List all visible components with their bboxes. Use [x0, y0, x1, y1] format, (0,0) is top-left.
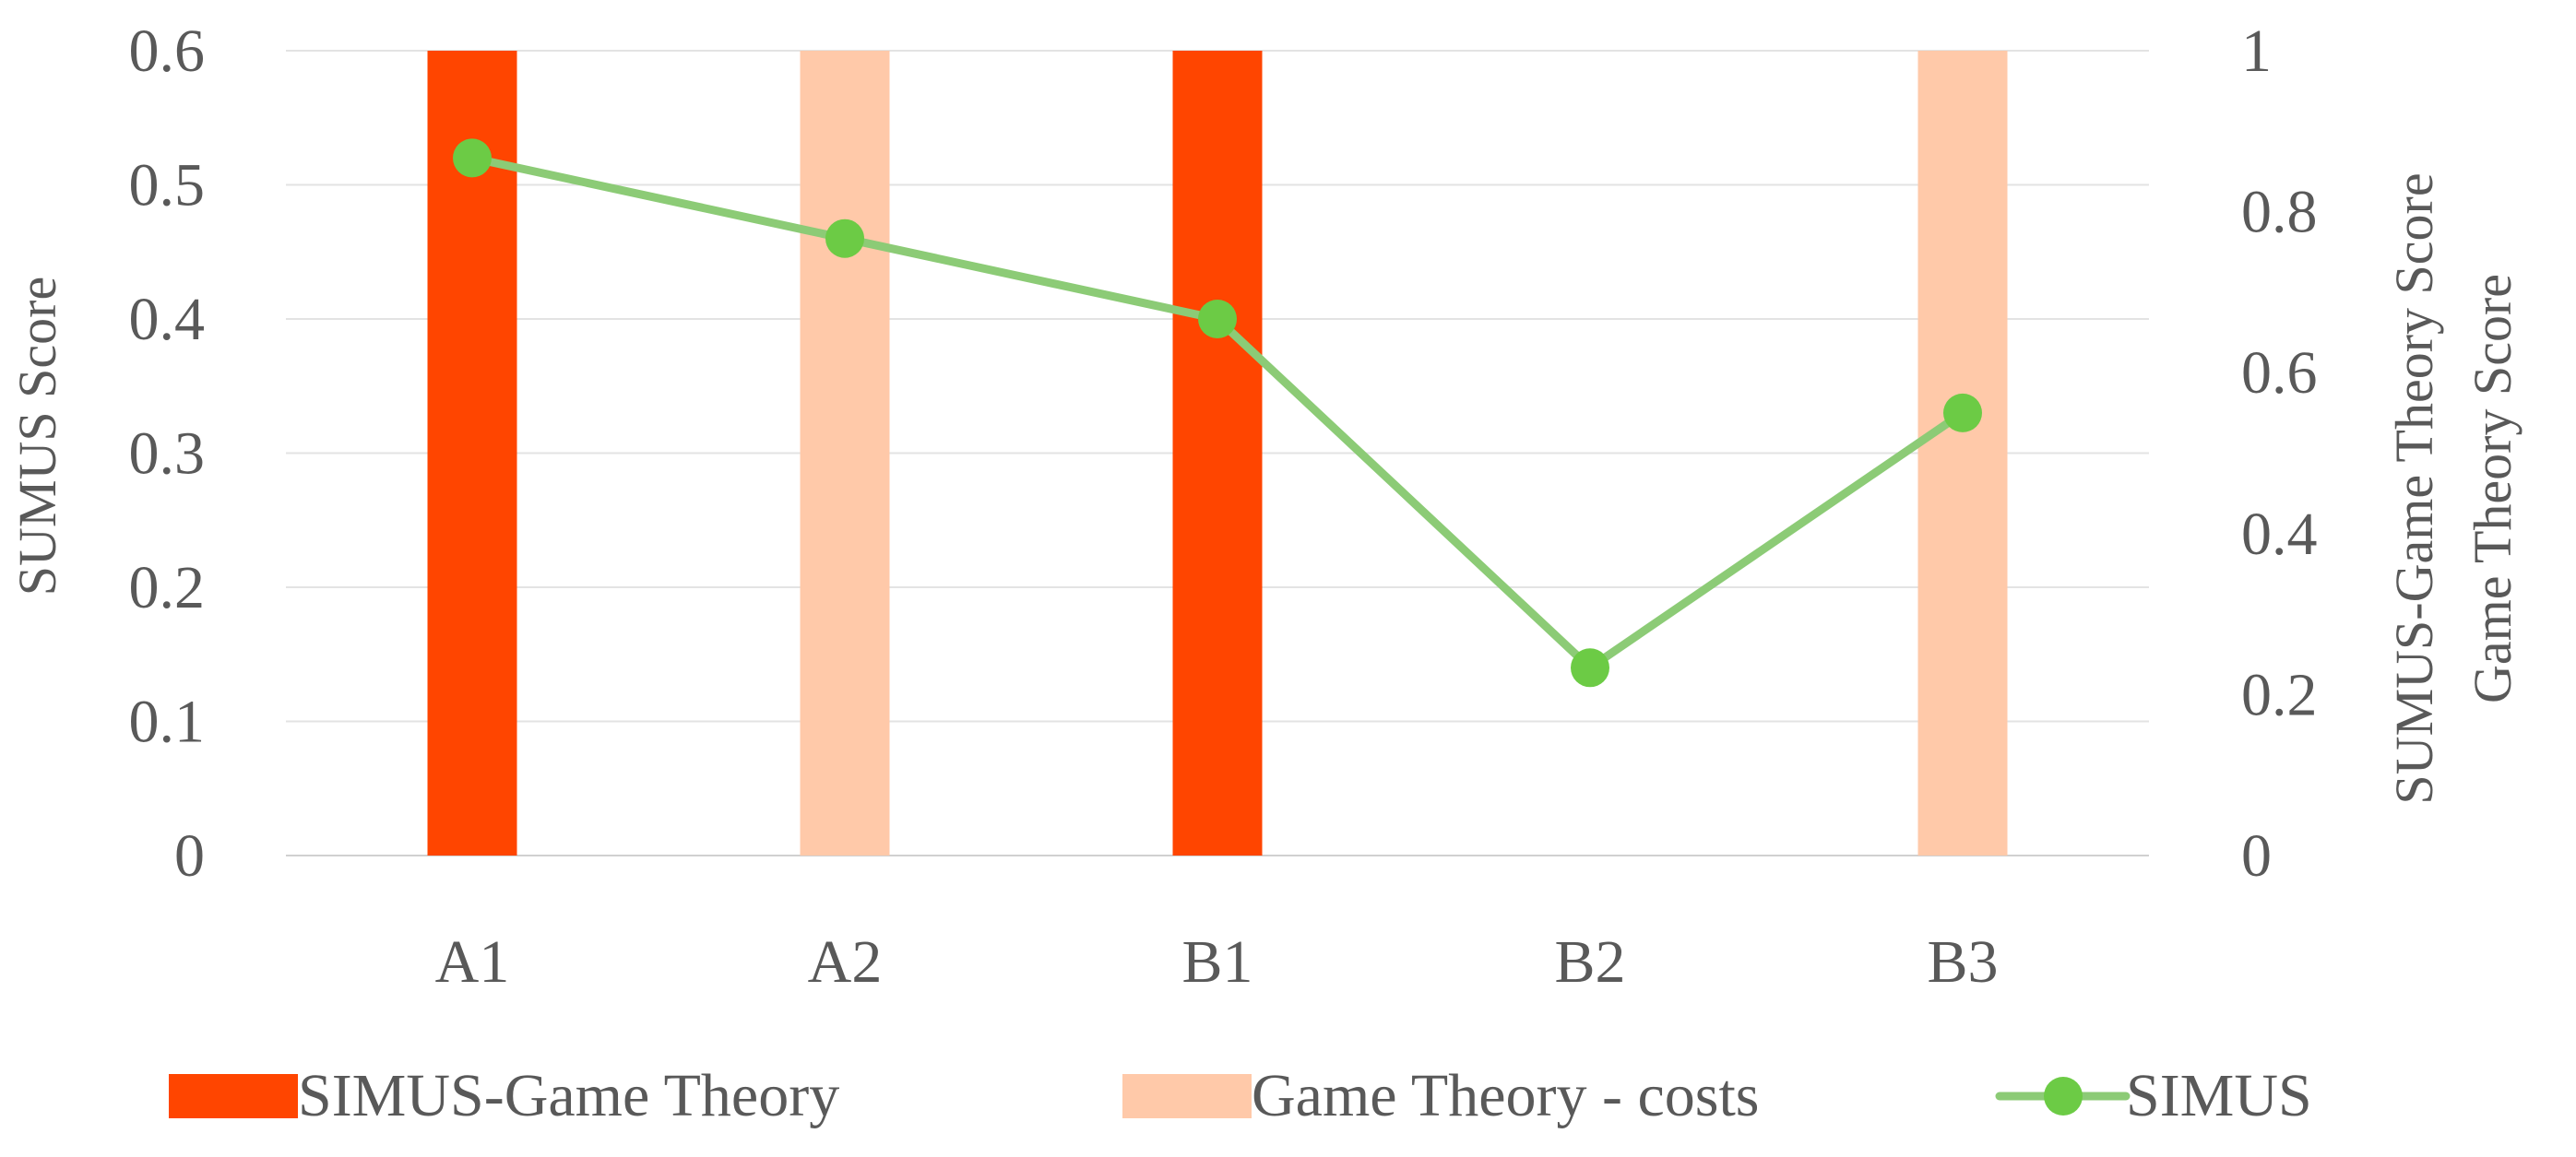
- simus-point-b1: [1198, 300, 1237, 338]
- x-tick-label: B2: [1554, 928, 1625, 996]
- y2-tick-label: 0.2: [2241, 661, 2318, 728]
- y-tick-label: 0: [174, 822, 205, 890]
- legend: SIMUS-Game Theory Game Theory - costs SI…: [169, 1062, 2312, 1129]
- right-axis-ticks: 0 0.2 0.4 0.6 0.8 1: [2241, 18, 2318, 890]
- right-axis-title-line2: Game Theory Score: [2463, 274, 2523, 703]
- legend-swatch-simus-game-theory: [169, 1074, 298, 1118]
- x-tick-label: B1: [1181, 928, 1252, 996]
- bar-a2: [800, 51, 890, 856]
- x-tick-label: A1: [435, 928, 510, 996]
- x-tick-label: B3: [1927, 928, 1998, 996]
- left-axis-ticks: 0 0.1 0.2 0.3 0.4 0.5 0.6: [129, 18, 206, 890]
- bar-b3: [1917, 51, 2008, 856]
- simus-point-a1: [453, 138, 492, 178]
- x-tick-label: A2: [808, 928, 883, 996]
- y-tick-label: 0.5: [129, 152, 206, 219]
- y2-tick-label: 0.4: [2241, 501, 2318, 568]
- legend-label-game-theory-costs: Game Theory - costs: [1252, 1062, 1759, 1129]
- bars: [427, 51, 2008, 856]
- simus-point-b3: [1943, 393, 1982, 432]
- y-tick-label: 0.2: [129, 554, 206, 621]
- y-tick-label: 0.6: [129, 18, 206, 85]
- legend-label-simus-game-theory: SIMUS-Game Theory: [298, 1062, 839, 1129]
- y-tick-label: 0.4: [129, 286, 206, 353]
- y-tick-label: 0.1: [129, 689, 206, 756]
- y2-tick-label: 0: [2241, 822, 2272, 890]
- x-axis-ticks: A1 A2 B1 B2 B3: [435, 928, 1999, 996]
- left-axis-title: SUMUS Score: [7, 277, 67, 596]
- y2-tick-label: 1: [2241, 18, 2272, 85]
- y2-tick-label: 0.8: [2241, 179, 2318, 246]
- bar-a1: [427, 51, 517, 856]
- simus-point-b2: [1571, 648, 1609, 688]
- legend-marker-simus: [2044, 1077, 2083, 1116]
- legend-label-simus: SIMUS: [2126, 1062, 2312, 1129]
- legend-swatch-game-theory-costs: [1122, 1074, 1252, 1118]
- simus-point-a2: [825, 218, 864, 258]
- bar-b1: [1172, 51, 1263, 856]
- line-series: [453, 138, 1982, 688]
- y-tick-label: 0.3: [129, 420, 206, 488]
- right-axis-title-line1: SUMUS-Game Theory Score: [2384, 172, 2444, 804]
- y2-tick-label: 0.6: [2241, 339, 2318, 407]
